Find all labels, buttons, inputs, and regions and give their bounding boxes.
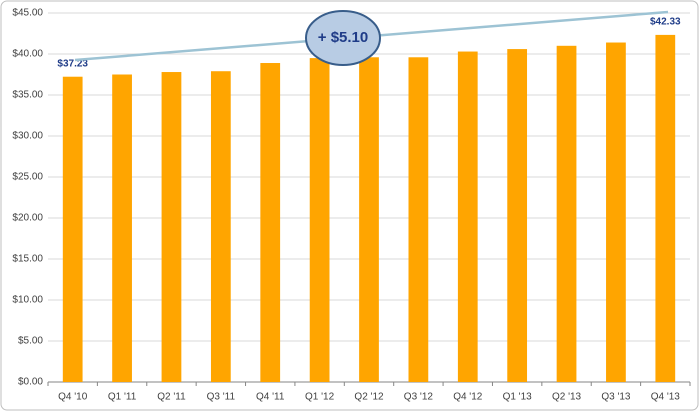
bar: [507, 49, 528, 383]
x-tick-label: Q4 '13: [651, 392, 681, 403]
data-label: $42.33: [650, 17, 681, 28]
y-tick-label: $30.00: [12, 131, 43, 142]
y-tick-label: $0.00: [18, 377, 43, 388]
x-tick-label: Q2 '11: [157, 392, 186, 403]
x-tick-label: Q3 '12: [404, 392, 434, 403]
x-tick-label: Q1 '13: [503, 392, 533, 403]
bar: [408, 57, 429, 382]
y-tick-label: $10.00: [12, 295, 43, 306]
x-tick-label: Q4 '10: [58, 392, 88, 403]
bar: [112, 74, 132, 382]
bar: [359, 57, 379, 382]
bar: [309, 58, 330, 382]
y-tick-label: $45.00: [12, 8, 43, 19]
x-tick-label: Q1 '12: [305, 392, 335, 403]
y-tick-label: $25.00: [12, 172, 43, 183]
bar: [606, 42, 626, 383]
annotation-bubble: [305, 10, 381, 66]
bar: [62, 76, 83, 383]
x-tick-label: Q3 '11: [207, 392, 236, 403]
y-tick-label: $20.00: [12, 213, 43, 224]
y-tick-label: $35.00: [12, 90, 43, 101]
x-tick-label: Q3 '13: [601, 392, 631, 403]
x-tick-label: Q2 '12: [354, 392, 384, 403]
y-tick-label: $40.00: [12, 49, 43, 60]
bar: [161, 72, 182, 382]
y-tick-label: $15.00: [12, 254, 43, 265]
annotation: + $5.10: [318, 29, 368, 46]
bar: [457, 51, 478, 382]
bar: [210, 71, 231, 382]
bar: [260, 63, 281, 383]
y-tick-label: $5.00: [18, 336, 43, 347]
bar: [556, 45, 577, 383]
bar: [655, 34, 676, 382]
plot-area: $0.00 $5.00 $10.00 $15.00 $20.00 $25.00 $30.00…: [12, 8, 691, 403]
x-tick-label: Q4 '12: [453, 392, 483, 403]
x-tick-label: Q2 '13: [552, 392, 582, 403]
data-label: $37.23: [57, 58, 88, 69]
x-tick-label: Q4 '11: [256, 392, 285, 403]
x-tick-label: Q1 '11: [108, 392, 137, 403]
